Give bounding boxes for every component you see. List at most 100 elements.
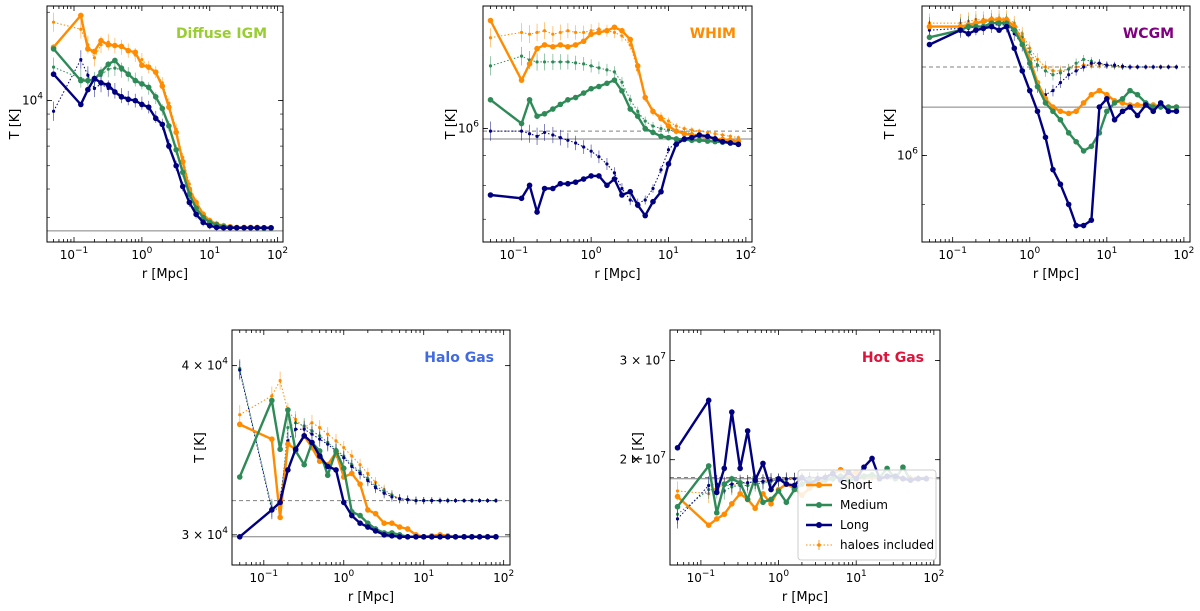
data-point-dotted [519, 54, 524, 58]
data-point [719, 138, 726, 145]
data-point [768, 500, 774, 507]
data-point [534, 209, 540, 215]
series-long [50, 71, 274, 231]
series-medium-halo [488, 46, 740, 145]
data-point [768, 486, 774, 493]
data-point-dotted [612, 171, 617, 175]
data-point [1080, 148, 1087, 154]
data-point [673, 128, 680, 134]
data-point-dotted [382, 491, 386, 495]
y-axis-label: T [K] [444, 109, 459, 141]
data-point-dotted [79, 57, 83, 62]
data-point-dotted [519, 129, 524, 133]
data-point-dotted [294, 427, 298, 431]
data-point [705, 522, 712, 528]
data-point [1104, 91, 1110, 98]
data-point-dotted [690, 128, 694, 132]
x-tick-label: 10−1 [687, 569, 716, 585]
data-point-dotted [334, 439, 338, 443]
data-point-dotted [1067, 73, 1071, 77]
data-point [619, 88, 625, 94]
data-point [105, 41, 112, 48]
data-point [713, 516, 720, 522]
data-point [973, 27, 979, 33]
data-point [744, 496, 751, 503]
series-line [52, 73, 271, 229]
data-point [611, 24, 618, 31]
data-point [1057, 116, 1064, 123]
data-point [112, 57, 118, 64]
data-point [744, 428, 751, 434]
data-point-dotted [597, 66, 601, 70]
data-point [357, 481, 363, 487]
x-tick-label: 10−1 [60, 246, 89, 262]
data-point [1003, 23, 1010, 30]
data-point [642, 212, 649, 219]
data-point-dotted [551, 32, 555, 36]
y-axis-label: T [K] [193, 432, 208, 464]
data-point [166, 123, 172, 129]
data-point [105, 61, 112, 68]
data-point [179, 183, 186, 190]
data-point [186, 191, 193, 198]
data-point [1096, 104, 1103, 110]
data-point [696, 137, 703, 144]
data-point [132, 77, 139, 84]
data-point [340, 465, 347, 471]
data-point [627, 188, 634, 195]
data-point [193, 211, 199, 218]
x-tick-label: 102 [923, 569, 944, 585]
data-point [112, 42, 118, 49]
x-tick-label: 10−1 [938, 246, 967, 262]
data-point-dotted [318, 437, 322, 441]
series-line [928, 25, 1177, 227]
data-point-dotted [438, 498, 442, 503]
data-point-dotted [582, 62, 586, 66]
data-point [634, 202, 641, 208]
data-point-dotted [51, 65, 56, 69]
data-point-dotted [488, 129, 493, 133]
data-point [145, 64, 152, 70]
data-point-dotted [278, 378, 282, 383]
data-point [166, 143, 172, 149]
data-point [277, 446, 283, 453]
data-point-dotted [1135, 65, 1140, 69]
data-point [673, 141, 680, 148]
data-point [1026, 87, 1033, 94]
data-point-dotted [643, 198, 647, 202]
data-point [768, 496, 774, 503]
data-point [1111, 116, 1118, 123]
data-point [268, 224, 274, 231]
data-point [611, 77, 618, 83]
data-point [627, 106, 634, 112]
data-point-dotted [728, 134, 732, 138]
data-point-dotted [1089, 61, 1093, 65]
legend-label-haloes: haloes included [840, 538, 934, 552]
data-point [487, 96, 494, 103]
data-point [704, 138, 711, 144]
data-point [580, 90, 587, 96]
data-point-dotted [542, 29, 547, 33]
data-point [241, 224, 247, 231]
data-point [269, 507, 275, 513]
y-tick-label: 4 × 104 [182, 357, 229, 373]
data-point [78, 12, 84, 19]
x-axis-label: r [Mpc] [594, 267, 640, 282]
data-point-dotted [551, 60, 555, 64]
data-point [493, 533, 499, 540]
data-point [132, 49, 139, 56]
y-tick-label: 106 [897, 147, 918, 163]
data-point [1042, 134, 1049, 141]
data-point [1065, 201, 1072, 208]
data-point-dotted [1144, 65, 1148, 69]
data-point [965, 23, 972, 30]
panel-0: 10−1 100 101 102 104 r [Mpc] T [K] Diffuse IGM [8, 5, 288, 282]
data-point [357, 520, 363, 526]
data-point [173, 162, 179, 169]
data-point-dotted [342, 456, 346, 460]
data-point-dotted [1051, 73, 1055, 77]
panel-title: Halo Gas [424, 350, 494, 366]
data-point-dotted [792, 477, 797, 481]
data-point [309, 439, 315, 446]
data-point [674, 444, 681, 451]
